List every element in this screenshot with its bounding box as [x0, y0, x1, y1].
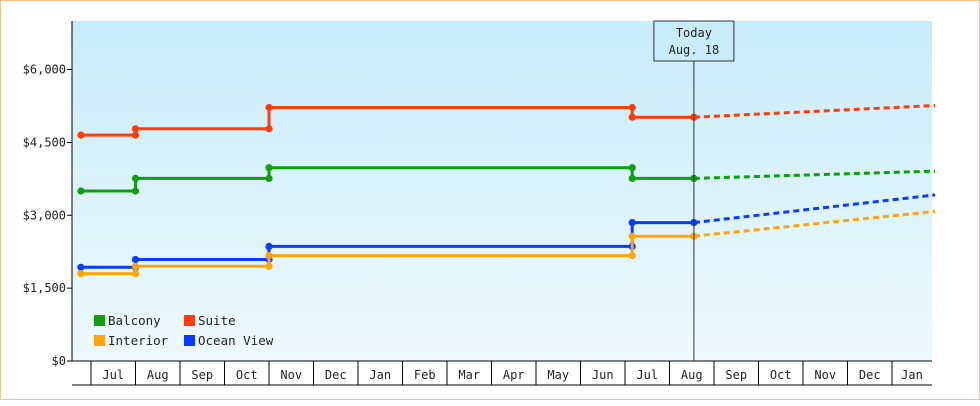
data-point-balcony: [628, 174, 636, 182]
x-tick-label: Jan: [369, 368, 391, 382]
x-tick-label: Dec: [325, 368, 347, 382]
data-point-ocean-view: [77, 263, 85, 271]
data-point-balcony: [265, 174, 273, 182]
x-tick-label: Apr: [503, 368, 525, 382]
x-tick-label: Sep: [725, 368, 747, 382]
legend-label: Suite: [198, 313, 236, 328]
data-point-interior: [265, 252, 273, 260]
data-point-suite: [628, 103, 636, 112]
data-point-ocean-view: [265, 242, 273, 250]
x-tick-label: Sep: [191, 368, 213, 382]
x-tick-label: Nov: [280, 368, 302, 382]
x-tick-label: May: [547, 368, 569, 382]
x-tick-label: Mar: [458, 368, 480, 382]
data-point-suite: [77, 131, 85, 139]
data-point-suite: [265, 125, 273, 133]
legend-swatch: [94, 315, 105, 326]
legend-swatch: [94, 335, 105, 346]
data-point-suite: [265, 103, 273, 112]
data-point-balcony: [77, 187, 85, 195]
forecast-line-ocean-view: [693, 193, 936, 225]
y-tick-label: $6,000: [23, 63, 66, 77]
x-tick-label: Dec: [859, 368, 881, 382]
y-tick-label: $0: [52, 354, 66, 368]
y-tick-label: $4,500: [23, 135, 66, 149]
x-tick-label: Jun: [592, 368, 614, 382]
x-tick-label: Feb: [414, 368, 436, 382]
legend-swatch: [184, 315, 195, 326]
data-point-interior: [628, 252, 636, 260]
plot-area: [72, 21, 932, 361]
x-tick-label: Nov: [814, 368, 836, 382]
x-tick-label: Jul: [102, 368, 124, 382]
legend-label: Balcony: [108, 313, 161, 328]
forecast-line-balcony: [693, 169, 936, 180]
legend-swatch: [184, 335, 195, 346]
data-point-balcony: [131, 187, 140, 195]
data-point-ocean-view: [628, 219, 636, 227]
today-marker-box: [653, 20, 735, 62]
data-point-balcony: [265, 164, 273, 172]
x-tick-label: Oct: [236, 368, 258, 382]
data-point-suite: [131, 131, 140, 139]
data-point-interior: [265, 262, 273, 270]
data-point-balcony: [131, 174, 140, 182]
x-tick-label: Aug: [147, 368, 169, 382]
data-point-interior: [77, 270, 85, 278]
data-point-interior: [131, 270, 140, 278]
legend-label: Ocean View: [198, 333, 274, 348]
y-tick-label: $1,500: [23, 281, 66, 295]
data-point-interior: [131, 262, 140, 270]
x-tick-label: Aug: [681, 368, 703, 382]
data-point-balcony: [628, 164, 636, 172]
forecast-line-interior: [693, 209, 936, 238]
x-tick-label: Oct: [770, 368, 792, 382]
x-tick-label: Jul: [636, 368, 658, 382]
data-point-interior: [628, 232, 636, 240]
today-marker-date: Aug. 18: [669, 43, 720, 57]
data-point-suite: [628, 113, 636, 121]
data-point-suite: [131, 125, 140, 133]
forecast-line-suite: [693, 104, 936, 119]
today-marker-label: Today: [676, 26, 712, 40]
data-point-ocean-view: [131, 255, 140, 264]
x-tick-label: Jan: [901, 368, 923, 382]
y-tick-label: $3,000: [23, 208, 66, 222]
legend-label: Interior: [108, 333, 169, 348]
